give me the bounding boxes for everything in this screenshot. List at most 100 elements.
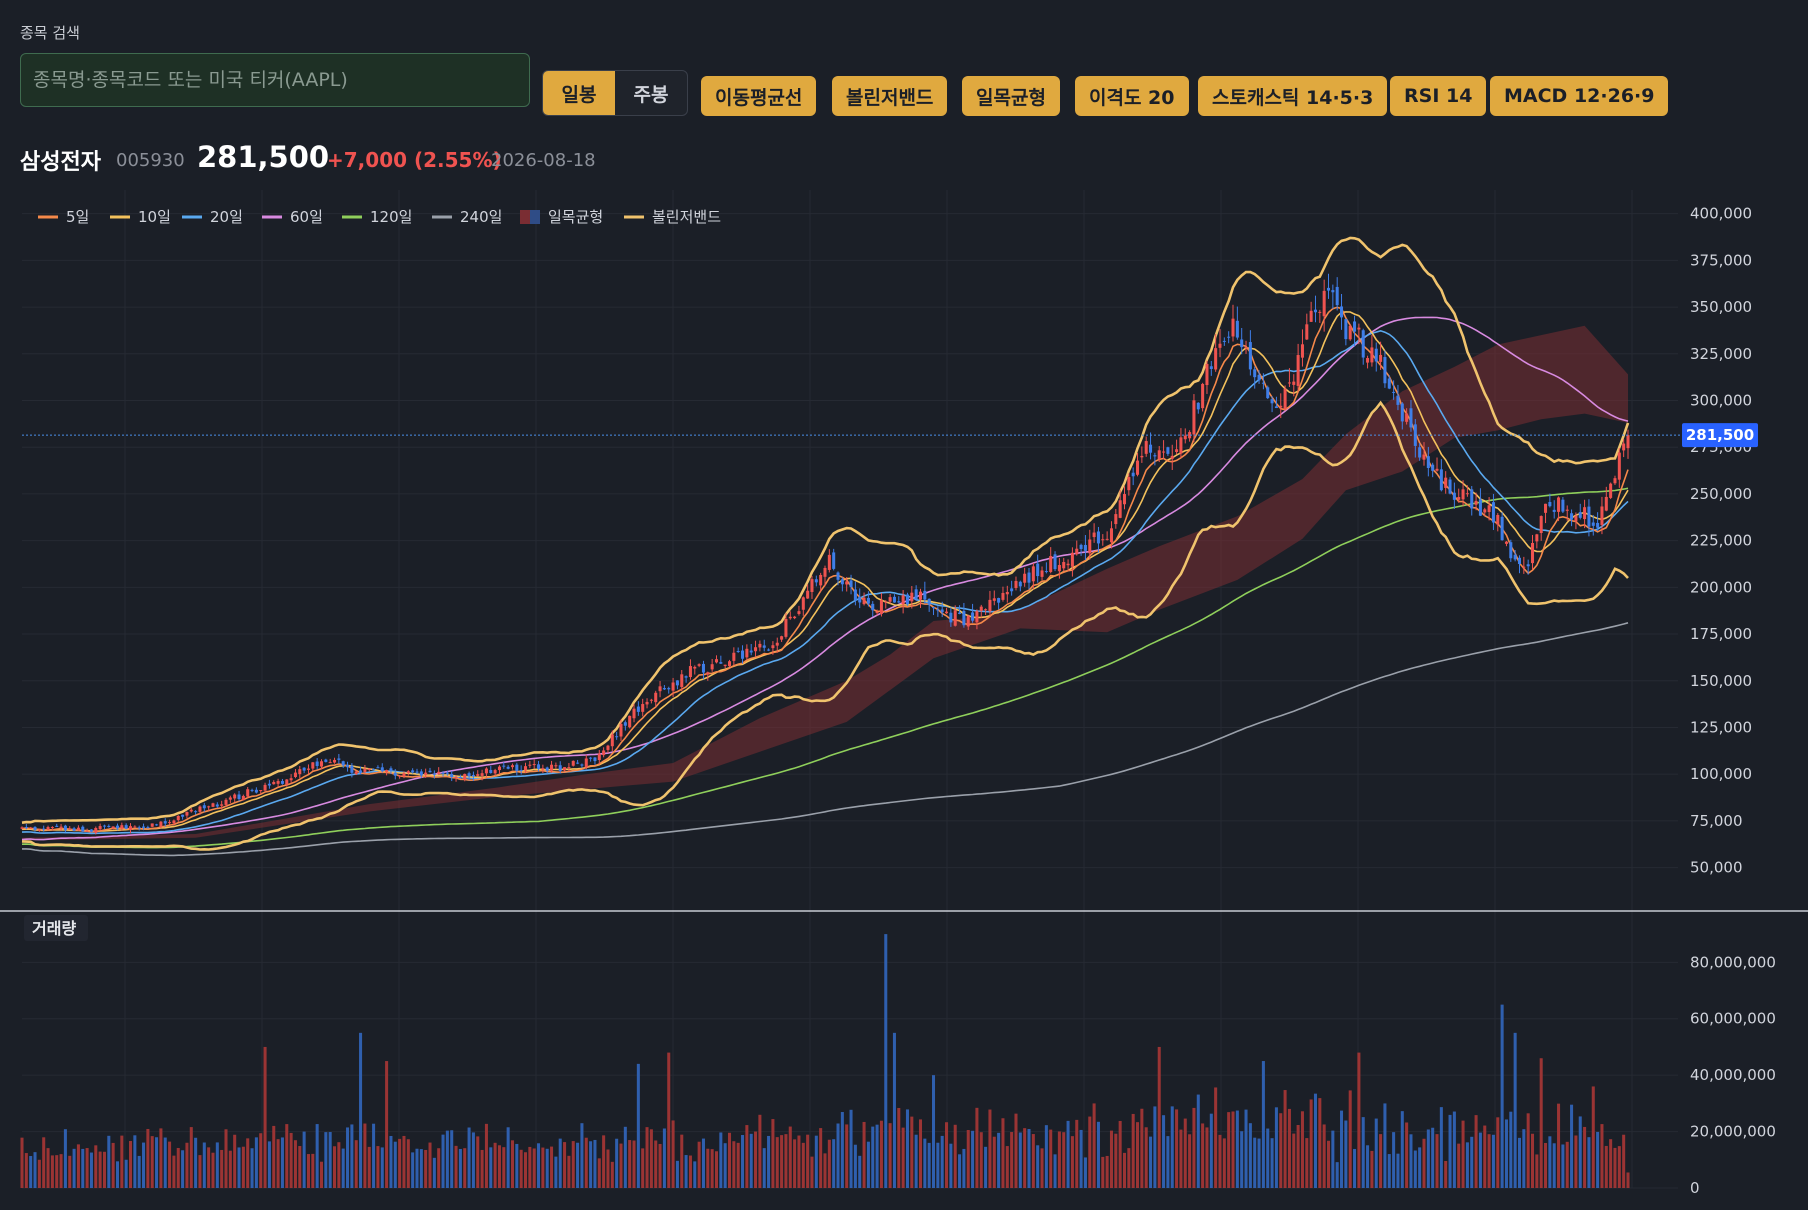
candle-body	[441, 772, 445, 774]
volume-bar	[1114, 1133, 1118, 1188]
moving-average-button[interactable]: 이동평균선	[701, 76, 817, 116]
candle-body	[1244, 347, 1248, 349]
candle-body	[788, 616, 792, 619]
volume-bar	[1070, 1136, 1074, 1188]
candle-body	[115, 825, 120, 829]
legend-label: 일목균형	[548, 208, 603, 226]
volume-bar	[1461, 1120, 1465, 1188]
volume-bar	[458, 1148, 462, 1188]
macd-button[interactable]: MACD 12·26·9	[1490, 76, 1669, 116]
volume-bar	[298, 1146, 302, 1188]
volume-bar	[545, 1148, 549, 1188]
candle-body	[923, 590, 927, 600]
candle-body	[927, 598, 931, 605]
stochastic-button[interactable]: 스토캐스틱 14·5·3	[1198, 76, 1388, 116]
volume-bar	[350, 1124, 354, 1188]
candle-body	[1140, 455, 1144, 458]
candle-body	[949, 612, 953, 623]
price-tick-label: 125,000	[1690, 718, 1752, 736]
volume-bar	[1548, 1136, 1552, 1188]
candle-body	[350, 765, 354, 773]
candle-body	[901, 595, 905, 605]
candle-body	[29, 827, 33, 829]
candle-body	[1010, 588, 1014, 592]
candle-body	[215, 804, 219, 807]
volume-bar	[306, 1154, 310, 1188]
volume-bar	[827, 1139, 831, 1188]
candle-body	[1500, 516, 1504, 541]
candle-body	[306, 768, 310, 770]
stock-name: 삼성전자	[20, 150, 101, 175]
candle-body	[754, 647, 758, 652]
volume-bar	[1322, 1124, 1326, 1188]
bollinger-button[interactable]: 볼린저밴드	[832, 76, 948, 116]
candle-body	[128, 826, 133, 831]
candle-body	[884, 601, 888, 603]
volume-bar	[879, 1120, 883, 1188]
volume-bar	[276, 1139, 280, 1188]
candle-body	[1509, 542, 1513, 559]
volume-bar	[819, 1128, 823, 1188]
volume-bar	[1587, 1137, 1591, 1188]
volume-bar	[649, 1129, 653, 1188]
candle-body	[1149, 444, 1153, 453]
candle-body	[1570, 513, 1574, 520]
volume-bar	[1201, 1123, 1205, 1188]
period-daily-button[interactable]: 일봉	[543, 71, 615, 115]
candle-body	[910, 592, 914, 602]
volume-bar	[1144, 1127, 1148, 1188]
rsi-button[interactable]: RSI 14	[1390, 76, 1487, 116]
candle-body	[1305, 324, 1309, 340]
candle-body	[510, 765, 514, 768]
volume-bar	[1127, 1148, 1131, 1188]
volume-bar	[1240, 1131, 1244, 1188]
volume-bar	[476, 1136, 480, 1188]
volume-bar	[1457, 1143, 1461, 1188]
volume-bar	[1305, 1138, 1309, 1188]
candle-body	[94, 828, 98, 833]
candle-body	[1457, 497, 1461, 500]
volume-bar	[341, 1148, 345, 1188]
volume-bar	[905, 1109, 909, 1188]
candle-body	[24, 827, 28, 829]
volume-bar	[68, 1155, 72, 1188]
candle-body	[207, 806, 211, 808]
candle-body	[333, 759, 337, 763]
volume-bar	[1248, 1123, 1252, 1188]
volume-bar	[37, 1159, 41, 1188]
volume-bar	[1426, 1129, 1430, 1188]
legend-label: 120일	[370, 208, 412, 226]
volume-bar	[714, 1151, 719, 1188]
volume-bar	[580, 1123, 584, 1188]
volume-bar	[1136, 1122, 1140, 1188]
candle-body	[1340, 306, 1344, 318]
volume-bar	[497, 1145, 501, 1188]
volume-bar	[124, 1159, 128, 1188]
volume-bar	[1023, 1128, 1027, 1188]
disparity-button[interactable]: 이격도 20	[1075, 76, 1189, 116]
period-weekly-button[interactable]: 주봉	[633, 83, 669, 106]
volume-bar	[597, 1158, 601, 1188]
candle-body	[159, 821, 163, 827]
volume-bar	[1049, 1129, 1053, 1188]
volume-bar	[437, 1148, 441, 1188]
candle-body	[1127, 477, 1131, 491]
ichimoku-button[interactable]: 일목균형	[962, 76, 1060, 116]
volume-bar	[246, 1138, 250, 1188]
candle-body	[1322, 290, 1326, 317]
candle-body	[50, 827, 54, 829]
search-input[interactable]	[20, 53, 530, 107]
candle-body	[801, 597, 805, 610]
candle-body	[606, 745, 610, 750]
volume-bar	[33, 1152, 37, 1188]
volume-bar	[697, 1141, 701, 1188]
volume-bar	[1361, 1117, 1365, 1188]
candle-body	[602, 750, 606, 756]
volume-bar	[445, 1130, 449, 1188]
volume-bar	[584, 1137, 588, 1188]
volume-bar	[311, 1153, 315, 1188]
price-tick-label: 50,000	[1690, 859, 1743, 877]
volume-bar	[849, 1109, 853, 1188]
candle-body	[849, 580, 853, 588]
